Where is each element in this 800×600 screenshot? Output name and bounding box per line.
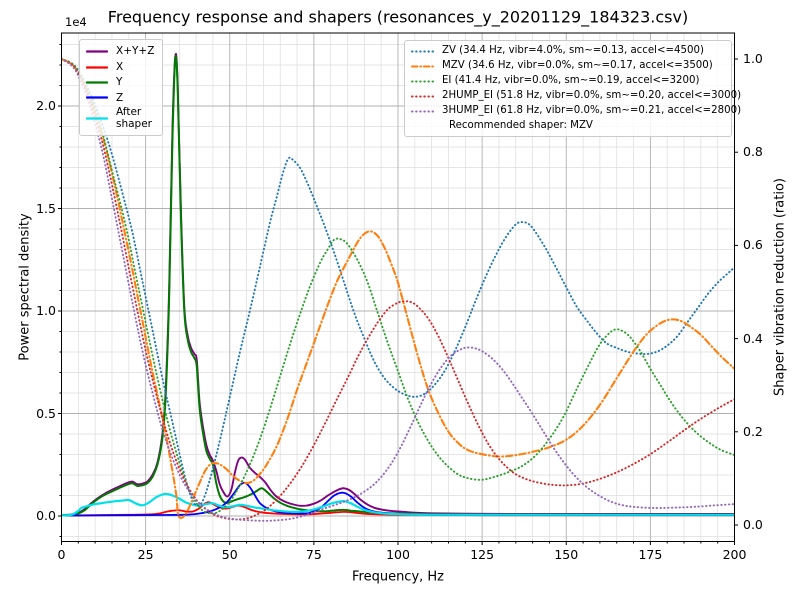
legend-line-sample-zv bbox=[411, 50, 435, 53]
legend-item-label: Y bbox=[116, 76, 123, 89]
legend-item-z: Z bbox=[86, 90, 154, 105]
y-left-tick-label: 1.0 bbox=[36, 303, 56, 318]
legend-item-label: 2HUMP_EI (51.8 Hz, vibr=0.0%, sm~=0.20, … bbox=[442, 90, 742, 102]
y-left-tick-label: 1.5 bbox=[36, 200, 56, 216]
y-left-tick-label: 0.5 bbox=[36, 405, 56, 421]
x-tick-label: 200 bbox=[722, 547, 747, 562]
legend-item-label: MZV (34.6 Hz, vibr=0.0%, sm~=0.17, accel… bbox=[442, 60, 713, 72]
legend-line-sample-3hump_ei bbox=[411, 110, 435, 112]
legend-item-label: X+Y+Z bbox=[116, 45, 155, 58]
legend-item-y: Y bbox=[86, 75, 154, 90]
legend-item-label: Z bbox=[116, 91, 124, 104]
series-ei bbox=[61, 58, 735, 515]
legend-item-label: ZV (34.4 Hz, vibr=4.0%, sm~=0.13, accel<… bbox=[442, 45, 704, 57]
legend-line-sample-after-shaper bbox=[86, 117, 108, 120]
y-right-tick-label: 0.2 bbox=[743, 423, 763, 439]
series-x bbox=[61, 501, 735, 517]
series-mzv bbox=[61, 57, 735, 520]
y-right-tick-label: 0.8 bbox=[743, 144, 763, 160]
series-3hump_ei bbox=[61, 58, 735, 522]
x-tick-label: 25 bbox=[137, 547, 154, 562]
legend-item-label: X bbox=[116, 60, 124, 73]
y-axis-offset-label: 1e4 bbox=[65, 15, 87, 29]
legend-line-sample-2hump_ei bbox=[411, 95, 435, 98]
series-2hump_ei bbox=[61, 58, 735, 521]
legend-item-label: EI (41.4 Hz, vibr=0.0%, sm~=0.19, accel<… bbox=[442, 75, 700, 87]
series-x+y+z bbox=[61, 52, 735, 517]
y-right-axis-label: Shaper vibration reduction (ratio) bbox=[772, 178, 788, 396]
legend-item-x: X bbox=[86, 59, 154, 74]
legend-item-ei: EI (41.4 Hz, vibr=0.0%, sm~=0.19, accel<… bbox=[411, 74, 725, 89]
x-tick-label: 125 bbox=[470, 547, 495, 562]
legend-line-sample-x+y+z bbox=[86, 50, 108, 53]
x-tick-label: 50 bbox=[221, 547, 238, 562]
legend-item-mzv: MZV (34.6 Hz, vibr=0.0%, sm~=0.17, accel… bbox=[411, 59, 725, 74]
legend-item-2hump_ei: 2HUMP_EI (51.8 Hz, vibr=0.0%, sm~=0.20, … bbox=[411, 89, 741, 104]
legend-shapers: ZV (34.4 Hz, vibr=4.0%, sm~=0.13, accel<… bbox=[404, 40, 741, 138]
legend-item-label: 3HUMP_EI (61.8 Hz, vibr=0.0%, sm~=0.21, … bbox=[442, 105, 742, 116]
x-tick-label: 100 bbox=[386, 547, 410, 562]
series-after-shaper bbox=[61, 492, 735, 517]
legend-item-x+y+z: X+Y+Z bbox=[86, 44, 154, 59]
legend-item-label: After shaper bbox=[116, 105, 153, 131]
y-right-tick-label: 0.0 bbox=[743, 517, 763, 532]
y-right-tick-label: 0.6 bbox=[743, 237, 763, 253]
y-left-tick-label: 0.0 bbox=[36, 508, 56, 523]
chart-title: Frequency response and shapers (resonanc… bbox=[107, 7, 689, 27]
x-tick-label: 0 bbox=[57, 547, 66, 562]
recommended-shaper-text: Recommended shaper: MZV bbox=[449, 119, 593, 131]
legend-item-zv: ZV (34.4 Hz, vibr=4.0%, sm~=0.13, accel<… bbox=[411, 44, 725, 59]
x-tick-label: 150 bbox=[554, 547, 579, 562]
x-tick-label: 175 bbox=[638, 547, 663, 562]
legend-item-after: After shaper bbox=[86, 106, 154, 131]
curves bbox=[61, 52, 735, 522]
legend-psd: X+Y+Z X Y Z After shaper bbox=[79, 39, 164, 136]
y-left-tick-label: 2.0 bbox=[36, 98, 56, 113]
y-right-tick-label: 0.4 bbox=[743, 330, 763, 346]
x-tick-label: 75 bbox=[305, 547, 322, 562]
legend-line-sample-z bbox=[86, 96, 108, 99]
legend-line-sample-ei bbox=[411, 80, 435, 83]
series-y bbox=[61, 54, 735, 517]
legend-line-sample-y bbox=[86, 81, 108, 84]
legend-item-3hump_ei: 3HUMP_EI (61.8 Hz, vibr=0.0%, sm~=0.21, … bbox=[411, 104, 741, 119]
y-right-tick-label: 1.0 bbox=[743, 51, 763, 66]
x-axis-label: Frequency, Hz bbox=[351, 569, 445, 585]
legend-line-sample-x bbox=[86, 65, 108, 69]
y-left-axis-label: Power spectral density bbox=[17, 213, 33, 361]
recommended-shaper-note: Recommended shaper: MZV bbox=[411, 118, 725, 133]
axes-frame bbox=[58, 32, 738, 545]
legend-line-sample-mzv bbox=[411, 65, 435, 68]
